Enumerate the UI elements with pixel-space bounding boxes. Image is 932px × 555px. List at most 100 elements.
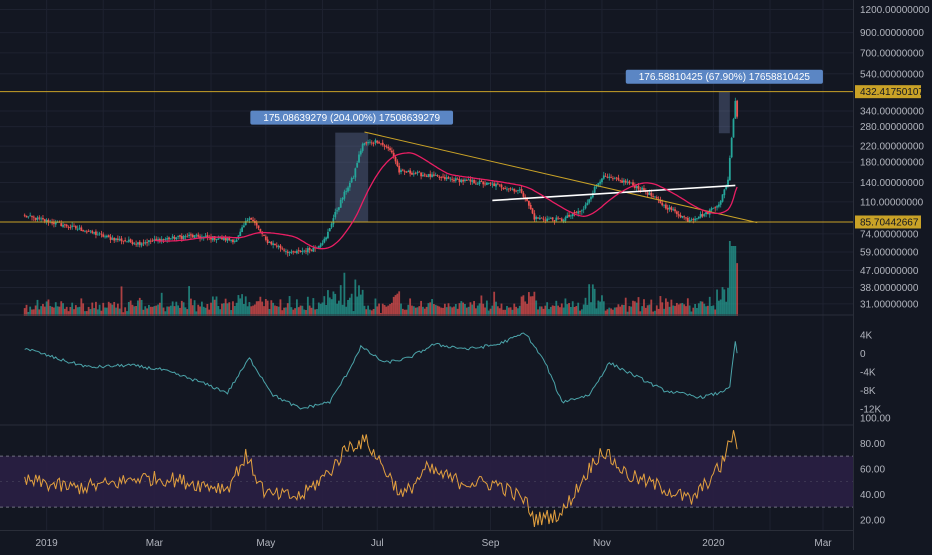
volume-bar: [595, 308, 598, 316]
candle-body: [418, 171, 421, 173]
volume-bar: [215, 296, 218, 316]
candle-body: [407, 170, 410, 173]
candle-body: [423, 174, 426, 176]
candle-body: [148, 240, 150, 243]
volume-bar: [538, 306, 541, 316]
volume-bar: [327, 290, 329, 316]
candle-body: [672, 209, 675, 211]
candle-body: [599, 181, 602, 184]
volume-bar: [246, 306, 249, 316]
candle-body: [188, 234, 191, 237]
neckline[interactable]: [492, 184, 736, 202]
volume-bar: [43, 306, 46, 316]
candle-body: [89, 230, 92, 232]
rsi-tick-label: 80.00: [860, 439, 885, 450]
volume-bar: [369, 309, 371, 316]
candle-body: [286, 251, 289, 254]
volume-bar: [268, 308, 271, 316]
volume-bar: [288, 296, 291, 316]
candle-body: [308, 248, 311, 250]
volume-bar: [696, 308, 698, 316]
candle-body: [591, 192, 594, 198]
price-tick-label: 900.00000000: [860, 28, 924, 39]
candle-body: [124, 240, 127, 242]
price-tick-label: 220.00000000: [860, 142, 924, 153]
price-tag-label: 85.70442667: [860, 217, 919, 228]
price-axis[interactable]: 1200.00000000 900.00000000 700.00000000 540…: [855, 5, 930, 310]
candle-body: [546, 218, 549, 222]
candle-body: [252, 219, 254, 221]
volume-bar: [365, 309, 368, 316]
volume-bar: [363, 305, 366, 316]
candle-body: [43, 219, 46, 222]
volume-bar: [685, 306, 687, 316]
candle-body: [681, 215, 684, 218]
candle-body: [319, 244, 322, 247]
rsi-axis[interactable]: 100.00 80.00 60.00 40.00 20.00: [860, 414, 891, 527]
rsi-tick-label: 60.00: [860, 464, 885, 475]
volume-bar: [328, 297, 331, 316]
candle-body: [224, 237, 227, 241]
candle-body: [244, 221, 247, 226]
volume-bar: [171, 301, 174, 316]
volume-bar: [372, 308, 375, 316]
candle-body: [348, 182, 351, 188]
measure-label-box: [625, 69, 823, 84]
time-axis[interactable]: 2019 Mar May Jul Sep Nov 2020 Mar: [35, 538, 832, 549]
volume-bar: [149, 306, 152, 316]
candle-body: [317, 246, 320, 249]
candle-body: [575, 212, 578, 214]
candle-body: [325, 237, 328, 240]
obv-tick-label: -12K: [860, 404, 881, 415]
volume-bar: [396, 293, 399, 316]
candle-body: [387, 146, 390, 149]
volume-bar: [255, 301, 258, 316]
volume-bar: [484, 307, 486, 316]
candle-body: [617, 177, 620, 180]
candle-body: [588, 199, 591, 203]
volume-bar: [449, 306, 452, 316]
volume-bar: [409, 298, 412, 316]
volume-bar: [482, 303, 485, 316]
volume-bar: [193, 300, 196, 316]
candle-body: [144, 242, 147, 244]
price-tag: [855, 85, 921, 99]
time-tick-label: 2020: [702, 538, 725, 549]
candle-body: [661, 203, 664, 206]
moving-average-line: [154, 152, 738, 250]
volume-bar: [138, 297, 141, 316]
candle-body: [339, 199, 342, 208]
candle-body: [557, 217, 560, 219]
candle-body: [621, 180, 623, 183]
volume-bar: [96, 309, 99, 316]
candle-body: [513, 188, 516, 192]
volume-bar: [34, 305, 37, 316]
candle-body: [465, 180, 468, 181]
candle-body: [622, 180, 625, 183]
candle-body: [213, 236, 216, 240]
candle-body: [60, 223, 63, 227]
descending-trendline[interactable]: [364, 131, 758, 224]
candle-body: [243, 225, 245, 228]
candle-body: [535, 216, 538, 220]
volume-bar: [166, 306, 169, 316]
volume-bar: [584, 297, 587, 316]
volume-bar: [45, 301, 48, 316]
volume-bar: [314, 309, 317, 316]
candle-body: [683, 216, 686, 218]
volume-bar: [672, 305, 675, 316]
obv-axis[interactable]: 4K 0 -4K -8K -12K: [860, 331, 881, 416]
volume-bar: [663, 308, 665, 316]
volume-bar: [668, 306, 671, 316]
volume-bar: [237, 295, 240, 316]
candle-body: [392, 152, 395, 157]
candle-body: [305, 250, 307, 252]
candle-body: [710, 208, 713, 211]
volume-bar: [137, 300, 139, 316]
candle-body: [555, 217, 558, 221]
volume-bar: [398, 291, 401, 316]
volume-bar: [361, 289, 364, 316]
candle-body: [522, 193, 525, 197]
